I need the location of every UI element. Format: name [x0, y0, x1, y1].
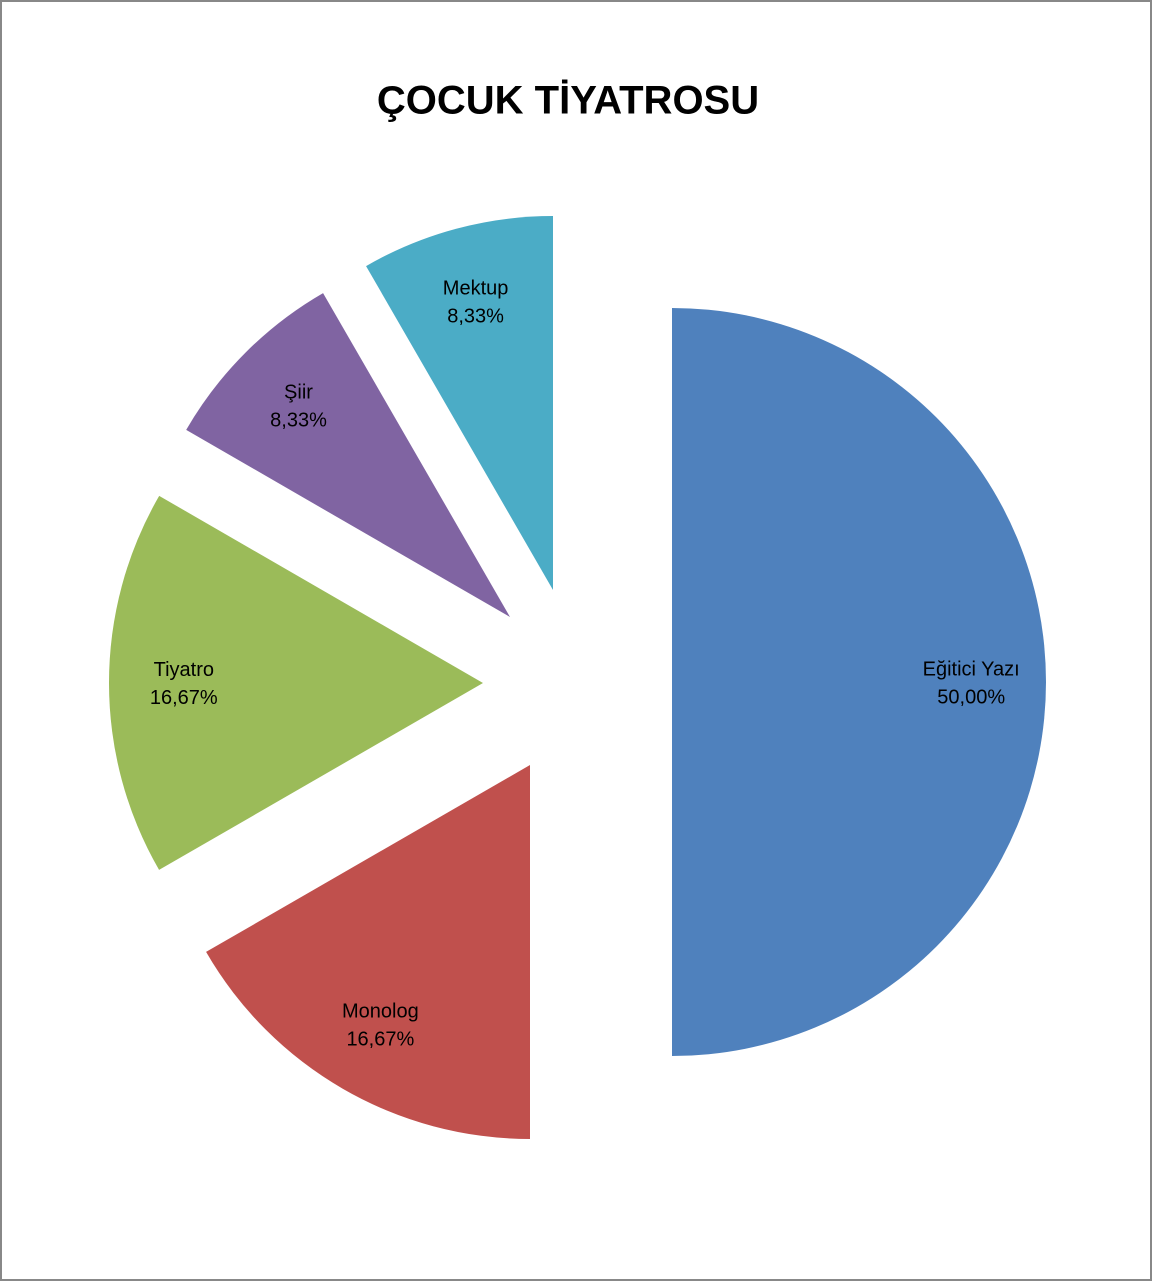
slice-value-label: 50,00%: [937, 686, 1005, 708]
slice-label: Monolog: [342, 1000, 419, 1022]
slice-value-label: 8,33%: [447, 305, 504, 327]
slice-value-label: 16,67%: [346, 1028, 414, 1050]
pie-slice: [206, 765, 531, 1140]
slice-label: Eğitici Yazı: [923, 658, 1020, 680]
slice-value-label: 16,67%: [150, 687, 218, 709]
pie-slice: [186, 293, 510, 617]
pie-slice: [366, 216, 553, 590]
slice-label: Tiyatro: [154, 659, 214, 681]
slice-value-label: 8,33%: [270, 410, 327, 432]
chart-title: ÇOCUK TİYATROSU: [377, 79, 759, 123]
slice-label: Mektup: [443, 277, 509, 299]
pie-slice: [108, 495, 483, 870]
slice-label: Şiir: [284, 382, 313, 404]
pie-slice: [672, 308, 1046, 1056]
